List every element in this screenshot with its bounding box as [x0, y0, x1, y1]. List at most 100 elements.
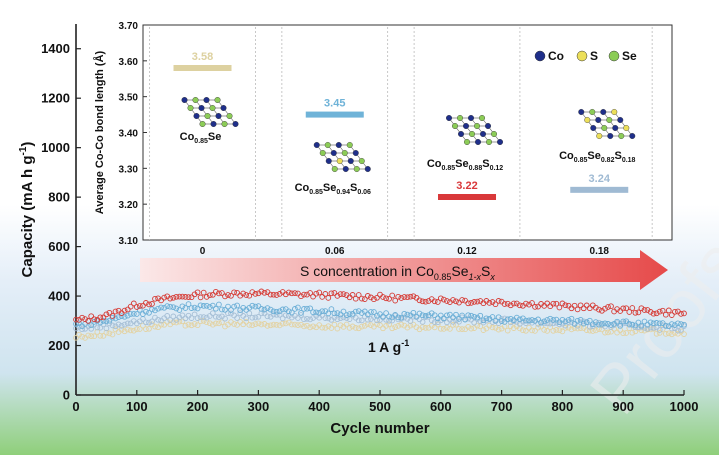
structure-atom [209, 104, 216, 111]
series-point [243, 292, 250, 298]
series-point [419, 319, 426, 325]
structure-atom [612, 124, 619, 131]
structure-icon [446, 114, 504, 145]
series-point [556, 327, 563, 334]
series-point [453, 317, 459, 324]
series-point [355, 325, 362, 332]
series-point [352, 325, 359, 331]
series-point [681, 310, 687, 317]
series-point [197, 314, 204, 320]
structure-atom [468, 114, 475, 121]
series-point [164, 313, 171, 319]
legend-marker-s [576, 50, 588, 62]
current-density-annotation: 1 A g-1 [368, 338, 409, 355]
series-point [133, 326, 140, 333]
series-point [234, 322, 240, 328]
series-point [544, 317, 551, 323]
series-point [583, 302, 590, 309]
series-point [91, 316, 98, 323]
series-point [602, 305, 608, 312]
series-point [392, 297, 399, 304]
series-point [200, 314, 207, 320]
structure-atom [330, 149, 337, 156]
series-point [586, 327, 593, 334]
series-point [580, 320, 587, 327]
series-point [398, 295, 405, 301]
structure-atom [336, 157, 343, 164]
series-point [249, 314, 256, 321]
structure-atom [600, 108, 607, 115]
series-point [419, 312, 426, 319]
series-point [100, 314, 107, 321]
series-point [331, 290, 338, 296]
series-point [477, 312, 484, 319]
series-point [599, 326, 605, 333]
series-point [504, 300, 511, 307]
series-point [292, 306, 298, 312]
series-point [641, 318, 648, 325]
series-point [580, 305, 587, 312]
series-point [434, 299, 441, 305]
series-point [349, 292, 356, 298]
series-point [431, 324, 438, 331]
series-point [143, 300, 149, 306]
series-point [562, 322, 569, 329]
series-point [638, 322, 645, 329]
series-point [368, 309, 374, 315]
series-point [118, 313, 125, 319]
arrow-shape [140, 250, 668, 290]
series-point [541, 327, 548, 333]
series-point [681, 321, 687, 328]
series-point [282, 312, 289, 319]
series-point [477, 318, 484, 324]
series-point [662, 331, 669, 337]
structure-label: Co0.85Se0.82S0.18 [559, 150, 635, 164]
structure-atom [342, 165, 349, 172]
series-point [416, 310, 423, 317]
series-point [547, 315, 554, 322]
structure-label: Co0.85Se0.94S0.06 [295, 182, 371, 196]
series-point [395, 314, 402, 321]
inset-y-tick-label: 3.20 [119, 200, 139, 211]
series-point [343, 315, 350, 321]
series-point [176, 293, 183, 300]
series-point [121, 307, 128, 314]
series-point [261, 310, 268, 317]
series-point [626, 325, 633, 331]
x-tick-label: 300 [248, 399, 270, 414]
series-point [574, 317, 581, 324]
series-point [550, 327, 557, 334]
series-point [483, 325, 490, 332]
series-point [592, 327, 599, 334]
series-point [106, 330, 113, 337]
series-point [152, 307, 158, 314]
series-point [526, 317, 532, 324]
structure-atom [325, 157, 332, 164]
series-point [641, 307, 648, 313]
series-point [337, 291, 344, 297]
series-point [437, 295, 444, 302]
series-point [459, 297, 465, 303]
inset-bar-0.06 [305, 111, 364, 118]
structure-atom [469, 130, 476, 137]
series-point [392, 324, 399, 330]
series-point [203, 302, 210, 309]
series-point [146, 309, 152, 316]
x-tick-label: 400 [308, 399, 330, 414]
structure-atom [629, 132, 636, 139]
series-point [206, 304, 213, 310]
series-point [659, 307, 666, 314]
series-point [313, 313, 320, 319]
series-point [358, 295, 365, 302]
series-point [140, 302, 146, 309]
series-point [358, 317, 365, 324]
series-point [222, 293, 228, 300]
series-point [212, 320, 219, 327]
series-point [149, 318, 155, 325]
series-point [368, 294, 374, 301]
series-point [225, 303, 231, 310]
series-point [665, 330, 672, 337]
series-point [586, 305, 593, 312]
series-point [456, 318, 462, 325]
series-point [307, 324, 313, 331]
